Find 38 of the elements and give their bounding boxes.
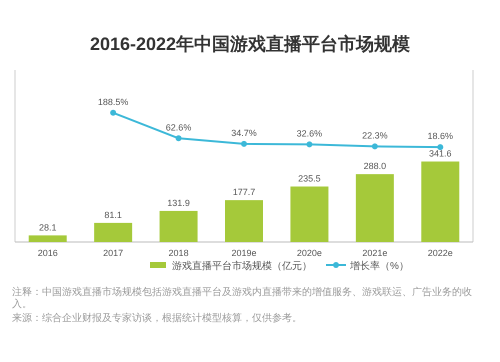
bar [225,200,263,242]
legend-label: 增长率（%） [349,260,409,272]
data-label: 62.6% [166,122,192,132]
x-tick-label: 2020e [296,248,322,258]
title: 2016-2022年中国游戏直播平台市场规模 [90,34,410,54]
data-label: 22.3% [362,130,388,140]
data-label: 235.5 [298,174,321,184]
point [437,144,444,150]
bar [94,222,132,242]
data-label: 32.6% [296,128,322,138]
data-label: 18.6% [428,131,454,142]
data-label: 188.5% [98,96,128,107]
bar [421,162,460,242]
point [241,140,247,147]
point [110,110,116,116]
point [306,141,312,148]
x-tick-label: 2022e [428,248,453,258]
x-tick-label: 2016 [38,248,58,258]
legend-label: 游戏直播平台市场规模（亿元） [172,260,312,272]
data-label: 131.9 [167,198,190,208]
bar [160,210,198,242]
x-tick-label: 2017 [103,248,124,258]
x-tick-label: 2019e [231,248,257,258]
source-note: 来源：综合企业财报及专家访谈，根据统计模型核算，仅供参考。 [12,313,303,325]
text: 注释：中国游戏直播市场规模包括游戏直播平台及游戏内直播带来的增值服务、游戏联运、广告业务的收入。 [12,287,473,311]
data-label: 81.1 [104,210,122,220]
data-label: 34.7% [231,128,257,138]
point [372,143,378,150]
data-label: 341.6 [429,148,452,159]
data-label: 177.7 [232,187,256,198]
data-label: 28.1 [38,222,56,232]
x-tick-label: 2021e [362,248,388,258]
point [176,135,182,142]
x-tick-label: 2018 [168,248,189,258]
data-label: 288.0 [364,161,386,172]
bar [356,174,394,242]
bar [28,235,67,242]
bar [290,186,328,242]
